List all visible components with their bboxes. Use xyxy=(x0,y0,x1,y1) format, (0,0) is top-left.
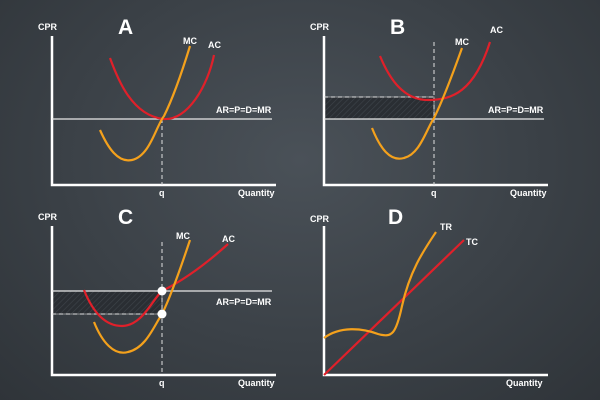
panel-b-y-label: CPR xyxy=(310,22,330,32)
panel-a-mc-curve xyxy=(98,45,192,162)
panel-d-tc-line xyxy=(323,239,465,376)
panel-b-mc-curve xyxy=(370,47,464,160)
panel-d-title: D xyxy=(388,206,403,229)
panel-d: D CPR Quantity TR TC xyxy=(310,206,548,388)
panel-c-price-label: AR=P=D=MR xyxy=(216,297,272,307)
panel-c-title: C xyxy=(118,206,133,229)
panel-c-ac-label: AC xyxy=(222,234,235,244)
panel-a-ac-curve xyxy=(108,54,216,121)
panel-c-ac-curve xyxy=(82,243,229,328)
panel-a-axes xyxy=(50,36,276,187)
panel-b-price-label: AR=P=D=MR xyxy=(488,105,544,115)
panel-b-title: B xyxy=(390,16,405,39)
panel-d-tc-label: TC xyxy=(466,237,478,247)
panel-d-x-label: Quantity xyxy=(506,378,543,388)
panel-b: B CPR AR=P=D=MR q Quantity MC AC xyxy=(310,16,548,198)
panel-a-q-label: q xyxy=(159,188,165,198)
panel-b-axes xyxy=(322,36,548,187)
panel-c-price-point xyxy=(157,309,167,319)
panel-c-axes xyxy=(50,226,276,377)
panel-b-mc-label: MC xyxy=(455,37,469,47)
panel-c: C CPR AR=P=D=MR q Quantity MC AC xyxy=(38,206,276,388)
panel-d-axes xyxy=(322,226,548,377)
panel-c-q-label: q xyxy=(159,378,165,388)
panel-a-y-label: CPR xyxy=(38,22,58,32)
panel-c-x-label: Quantity xyxy=(238,378,275,388)
panel-d-tr-label: TR xyxy=(440,222,452,232)
panel-b-profit-area xyxy=(323,96,435,120)
panel-a-price-label: AR=P=D=MR xyxy=(216,105,272,115)
panel-d-tr-curve xyxy=(323,231,437,339)
panel-a-mc-label: MC xyxy=(183,36,197,46)
panel-a: A CPR AR=P=D=MR q Quantity MC AC xyxy=(38,16,276,198)
panel-c-ac-point xyxy=(157,286,167,296)
panel-b-ac-label: AC xyxy=(490,25,503,35)
panel-d-y-label: CPR xyxy=(310,214,330,224)
panel-a-x-label: Quantity xyxy=(238,188,275,198)
panel-a-title: A xyxy=(118,16,133,39)
panel-c-y-label: CPR xyxy=(38,212,58,222)
panel-a-ac-label: AC xyxy=(208,40,221,50)
panel-b-ac-curve xyxy=(378,41,492,102)
panel-b-q-label: q xyxy=(431,188,437,198)
panel-b-x-label: Quantity xyxy=(510,188,547,198)
panel-c-mc-curve xyxy=(92,239,192,354)
panel-c-mc-label: MC xyxy=(176,231,190,241)
